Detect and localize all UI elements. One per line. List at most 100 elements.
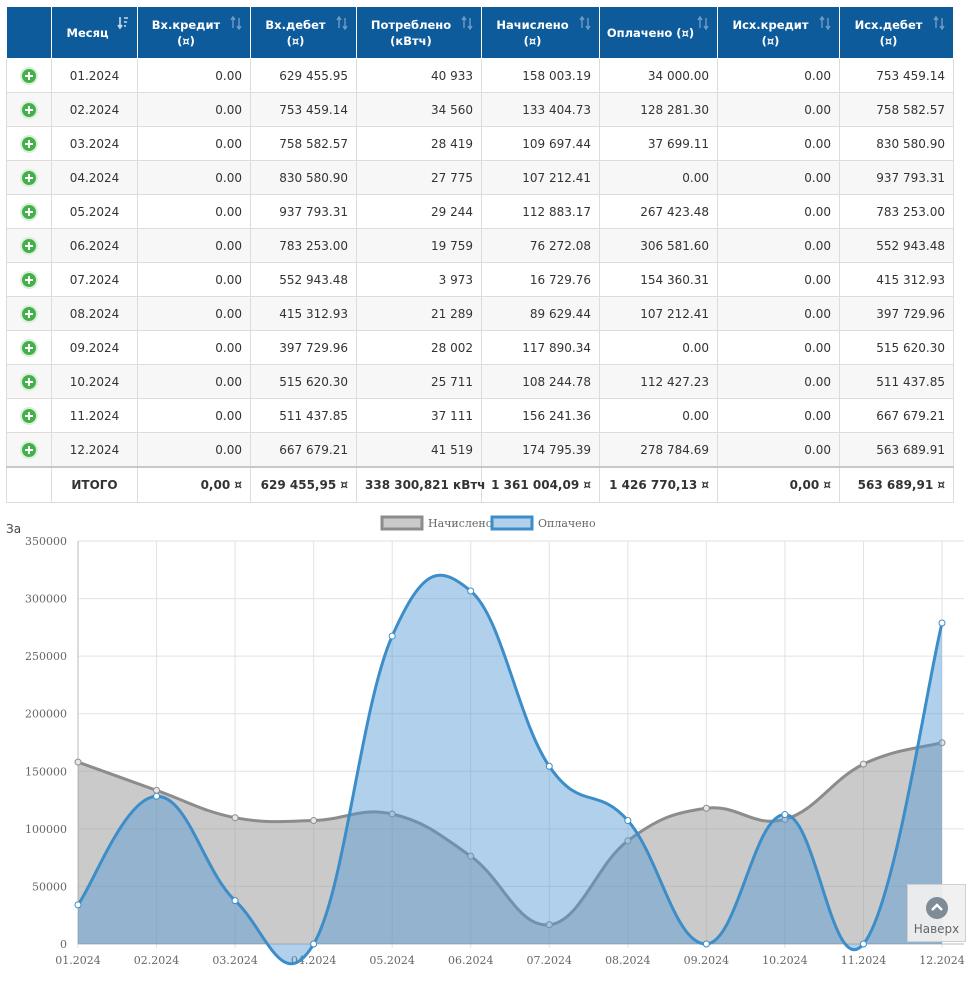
sort-active-icon[interactable] bbox=[117, 16, 129, 30]
column-header-consumed[interactable]: Потреблено (кВтч) bbox=[356, 6, 482, 59]
expand-plus-icon[interactable] bbox=[20, 202, 38, 221]
data-point bbox=[231, 814, 239, 822]
scroll-top-button[interactable]: Наверх bbox=[907, 884, 966, 942]
table-row: 06.2024 0.00 783 253.00 19 759 76 272.08 306 … bbox=[6, 228, 954, 263]
data-point bbox=[388, 632, 396, 640]
sort-icon[interactable] bbox=[461, 15, 473, 31]
expand-plus-icon[interactable] bbox=[20, 338, 38, 357]
cell-consumed: 19 759 bbox=[356, 228, 482, 263]
column-header-out_debit[interactable]: Исх.дебет (¤) bbox=[839, 6, 954, 59]
x-tick-label: 11.2024 bbox=[841, 954, 887, 967]
expand-plus-icon[interactable] bbox=[20, 406, 38, 425]
cell-in_debit: 667 679.21 bbox=[250, 432, 357, 468]
cell-in_credit: 0.00 bbox=[137, 58, 251, 93]
table-row: 09.2024 0.00 397 729.96 28 002 117 890.34 0.0… bbox=[6, 330, 954, 365]
cell-charged: 89 629.44 bbox=[481, 296, 600, 331]
data-point bbox=[467, 587, 475, 595]
expand-plus-icon[interactable] bbox=[20, 168, 38, 187]
expand-cell bbox=[6, 262, 52, 297]
cell-paid: 112 427.23 bbox=[599, 364, 718, 399]
x-tick-label: 09.2024 bbox=[684, 954, 730, 967]
sort-icon[interactable] bbox=[697, 15, 709, 31]
data-point bbox=[310, 940, 318, 948]
cell-out_credit: 0.00 bbox=[717, 160, 840, 195]
cell-out_debit: 937 793.31 bbox=[839, 160, 954, 195]
expand-cell bbox=[6, 58, 52, 93]
y-tick-label: 100000 bbox=[25, 823, 67, 836]
cell-month: 07.2024 bbox=[51, 262, 138, 297]
cell-paid: 107 212.41 bbox=[599, 296, 718, 331]
column-header-label: Начислено (¤) bbox=[496, 17, 569, 48]
cell-month: 01.2024 bbox=[51, 58, 138, 93]
chevron-up-icon bbox=[925, 897, 948, 919]
data-point bbox=[545, 921, 553, 929]
cell-consumed: 41 519 bbox=[356, 432, 482, 468]
cell-paid: 0.00 bbox=[599, 398, 718, 433]
expand-plus-icon[interactable] bbox=[20, 440, 38, 459]
y-tick-label: 350000 bbox=[25, 535, 67, 548]
scroll-top-label: Наверх bbox=[913, 922, 960, 936]
expand-plus-icon[interactable] bbox=[20, 236, 38, 255]
sort-icon[interactable] bbox=[933, 15, 945, 31]
table-row: 03.2024 0.00 758 582.57 28 419 109 697.44 37 … bbox=[6, 126, 954, 161]
data-point bbox=[388, 810, 396, 818]
series-area-2 bbox=[78, 575, 942, 964]
cell-out_credit: 0.00 bbox=[717, 126, 840, 161]
y-tick-label: 50000 bbox=[32, 880, 67, 893]
cell-in_credit: 0.00 bbox=[137, 296, 251, 331]
cell-in_debit: 758 582.57 bbox=[250, 126, 357, 161]
cell-in_credit: 0.00 bbox=[137, 262, 251, 297]
column-header-label: Исх.дебет (¤) bbox=[854, 17, 923, 48]
cell-consumed: 37 111 bbox=[356, 398, 482, 433]
expand-plus-icon[interactable] bbox=[20, 66, 38, 85]
expand-plus-icon[interactable] bbox=[20, 134, 38, 153]
cell-consumed: 28 419 bbox=[356, 126, 482, 161]
column-header-charged[interactable]: Начислено (¤) bbox=[481, 6, 600, 59]
data-point bbox=[624, 817, 632, 825]
y-tick-label: 0 bbox=[60, 938, 67, 951]
cell-in_credit: 0.00 bbox=[137, 126, 251, 161]
cell-charged: 109 697.44 bbox=[481, 126, 600, 161]
legend-label: Начислено bbox=[428, 517, 493, 530]
expand-cell bbox=[6, 92, 52, 127]
legend-swatch bbox=[490, 515, 534, 531]
y-tick-label: 150000 bbox=[25, 765, 67, 778]
data-point bbox=[702, 804, 710, 812]
sort-icon[interactable] bbox=[819, 15, 831, 31]
legend-swatch bbox=[380, 515, 424, 531]
expand-plus-icon[interactable] bbox=[20, 100, 38, 119]
cell-charged: 107 212.41 bbox=[481, 160, 600, 195]
total-out_credit: 0,00 ¤ bbox=[717, 466, 840, 503]
column-header-paid[interactable]: Оплачено (¤) bbox=[599, 6, 718, 59]
cell-out_credit: 0.00 bbox=[717, 58, 840, 93]
cell-month: 08.2024 bbox=[51, 296, 138, 331]
expand-cell bbox=[6, 364, 52, 399]
cell-in_debit: 783 253.00 bbox=[250, 228, 357, 263]
total-in_credit: 0,00 ¤ bbox=[137, 466, 251, 503]
total-consumed: 338 300,821 кВтч bbox=[356, 466, 486, 503]
cell-paid: 37 699.11 bbox=[599, 126, 718, 161]
cell-charged: 158 003.19 bbox=[481, 58, 600, 93]
expand-plus-icon[interactable] bbox=[20, 372, 38, 391]
column-header-in_debit[interactable]: Вх.дебет (¤) bbox=[250, 6, 357, 59]
cell-in_credit: 0.00 bbox=[137, 228, 251, 263]
y-tick-label: 250000 bbox=[25, 650, 67, 663]
expand-plus-icon[interactable] bbox=[20, 270, 38, 289]
table-row: 11.2024 0.00 511 437.85 37 111 156 241.36 0.0… bbox=[6, 398, 954, 433]
expand-plus-icon[interactable] bbox=[20, 304, 38, 323]
total-in_debit: 629 455,95 ¤ bbox=[250, 466, 357, 503]
cell-out_credit: 0.00 bbox=[717, 398, 840, 433]
column-header-out_credit[interactable]: Исх.кредит (¤) bbox=[717, 6, 840, 59]
cell-paid: 0.00 bbox=[599, 160, 718, 195]
sort-icon[interactable] bbox=[336, 15, 348, 31]
x-tick-label: 01.2024 bbox=[55, 954, 101, 967]
sort-icon[interactable] bbox=[230, 15, 242, 31]
cell-month: 11.2024 bbox=[51, 398, 138, 433]
column-header-month[interactable]: Месяц bbox=[51, 6, 138, 59]
column-header-in_credit[interactable]: Вх.кредит (¤) bbox=[137, 6, 251, 59]
total-out_debit: 563 689,91 ¤ bbox=[839, 466, 954, 503]
column-header-label: Исх.кредит (¤) bbox=[732, 17, 809, 48]
total-label: ИТОГО bbox=[51, 466, 138, 503]
cell-in_debit: 397 729.96 bbox=[250, 330, 357, 365]
sort-icon[interactable] bbox=[579, 15, 591, 31]
